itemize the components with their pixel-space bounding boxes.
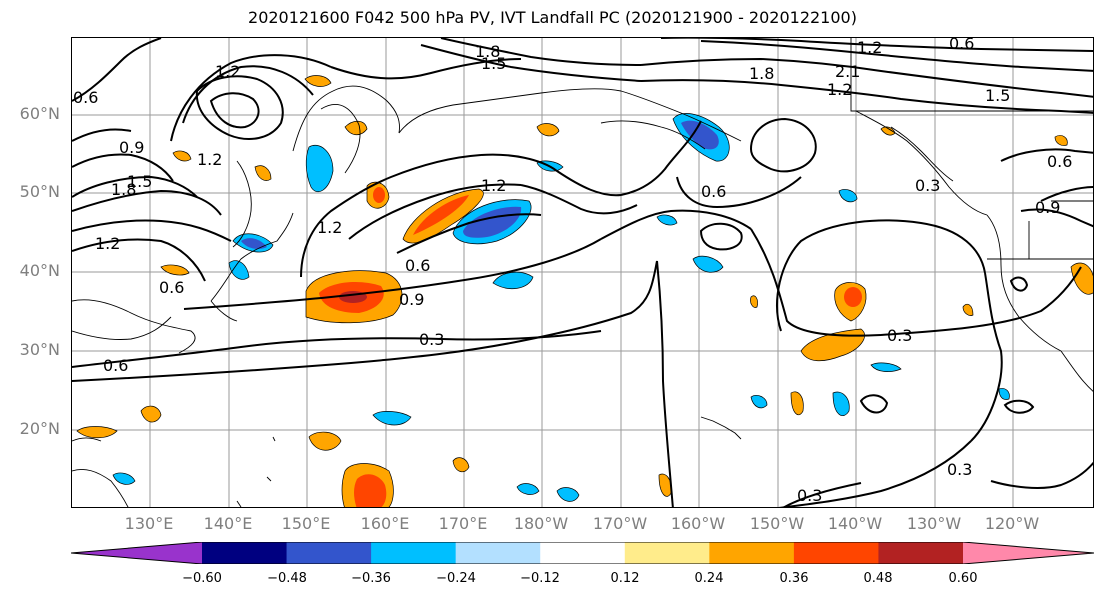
colorbar-tick-label: −0.60 (182, 571, 222, 586)
lon-label-170e: 170°E (438, 514, 488, 533)
colorbar-segment (202, 542, 288, 564)
map-panel: 1.8 1.5 1.2 1.2 0.9 0.6 1.8 1.5 1.2 1.2 … (71, 37, 1094, 508)
contour-label: 0.6 (1047, 152, 1072, 171)
contour-label: 0.6 (73, 88, 98, 107)
colorbar-segment (286, 542, 372, 564)
contour-label: 0.6 (701, 182, 726, 201)
lat-label-30n: 30°N (19, 340, 60, 359)
lon-label-170w: 170°W (592, 514, 648, 533)
colorbar-tick-label: −0.24 (436, 571, 476, 586)
colorbar (71, 542, 1094, 564)
lon-label-150w: 150°W (749, 514, 805, 533)
map-title: 2020121600 F042 500 hPa PV, IVT Landfall… (248, 8, 857, 27)
contour-label: 1.8 (749, 64, 774, 83)
colorbar-segment (540, 542, 626, 564)
contour-label: 1.2 (827, 80, 852, 99)
contour-label: 1.8 (475, 42, 500, 61)
colorbar-tick-label: −0.12 (520, 571, 560, 586)
contour-label: 0.3 (887, 326, 912, 345)
lon-label-140e: 140°E (203, 514, 253, 533)
colorbar-tick-label: 0.12 (610, 571, 640, 586)
contour-label: 0.3 (797, 486, 822, 505)
lat-label-60n: 60°N (19, 104, 60, 123)
lon-label-120w: 120°W (984, 514, 1040, 533)
pv-contours (72, 38, 1093, 507)
lat-label-20n: 20°N (19, 419, 60, 438)
pv-anomaly-shading (76, 75, 1093, 507)
contour-label: 0.3 (915, 176, 940, 195)
colorbar-segment (455, 542, 541, 564)
colorbar-segment (624, 542, 710, 564)
colorbar-tick-label: 0.36 (779, 571, 809, 586)
colorbar-segment (793, 542, 879, 564)
lon-label-160w: 160°W (670, 514, 726, 533)
lat-label-40n: 40°N (19, 261, 60, 280)
contour-label: 1.5 (127, 172, 152, 191)
colorbar-tick-label: 0.24 (694, 571, 724, 586)
colorbar-segment (371, 542, 457, 564)
contour-label: 0.3 (419, 330, 444, 349)
graticule (72, 38, 1093, 507)
contour-label: 0.6 (405, 256, 430, 275)
contour-labels: 1.8 1.5 1.2 1.2 0.9 0.6 1.8 1.5 1.2 1.2 … (73, 38, 1072, 505)
colorbar-tick-label: −0.48 (267, 571, 307, 586)
colorbar-segments (71, 542, 1094, 564)
lon-label-130w: 130°W (906, 514, 962, 533)
lon-label-150e: 150°E (281, 514, 331, 533)
lat-label-50n: 50°N (19, 182, 60, 201)
contour-label: 2.1 (835, 62, 860, 81)
contour-label: 0.6 (103, 356, 128, 375)
contour-label: 0.9 (399, 290, 424, 309)
contour-label: 1.2 (481, 176, 506, 195)
coastlines (72, 38, 1093, 507)
contour-label: 0.3 (947, 460, 972, 479)
contour-label: 1.5 (985, 86, 1010, 105)
lon-label-160e: 160°E (360, 514, 410, 533)
contour-label: 1.2 (857, 38, 882, 57)
lon-label-130e: 130°E (124, 514, 174, 533)
contour-label: 1.2 (317, 218, 342, 237)
colorbar-segment (878, 542, 964, 564)
lon-label-180w: 180°W (513, 514, 569, 533)
colorbar-segment (709, 542, 795, 564)
contour-label: 1.5 (481, 54, 506, 73)
contour-label: 0.9 (1035, 198, 1060, 217)
contour-label: 1.8 (111, 180, 136, 199)
colorbar-tick-label: 0.48 (863, 571, 893, 586)
contour-label: 0.6 (949, 38, 974, 53)
contour-label: 1.2 (95, 234, 120, 253)
colorbar-tick-label: 0.60 (948, 571, 978, 586)
colorbar-extend-low (71, 542, 202, 564)
lon-label-140w: 140°W (827, 514, 883, 533)
contour-label: 1.2 (215, 62, 240, 81)
colorbar-tick-label: −0.36 (351, 571, 391, 586)
contour-label: 0.6 (159, 278, 184, 297)
colorbar-extend-high (963, 542, 1094, 564)
map-canvas: 1.8 1.5 1.2 1.2 0.9 0.6 1.8 1.5 1.2 1.2 … (72, 38, 1093, 507)
contour-label: 1.2 (197, 150, 222, 169)
contour-label: 0.9 (119, 138, 144, 157)
